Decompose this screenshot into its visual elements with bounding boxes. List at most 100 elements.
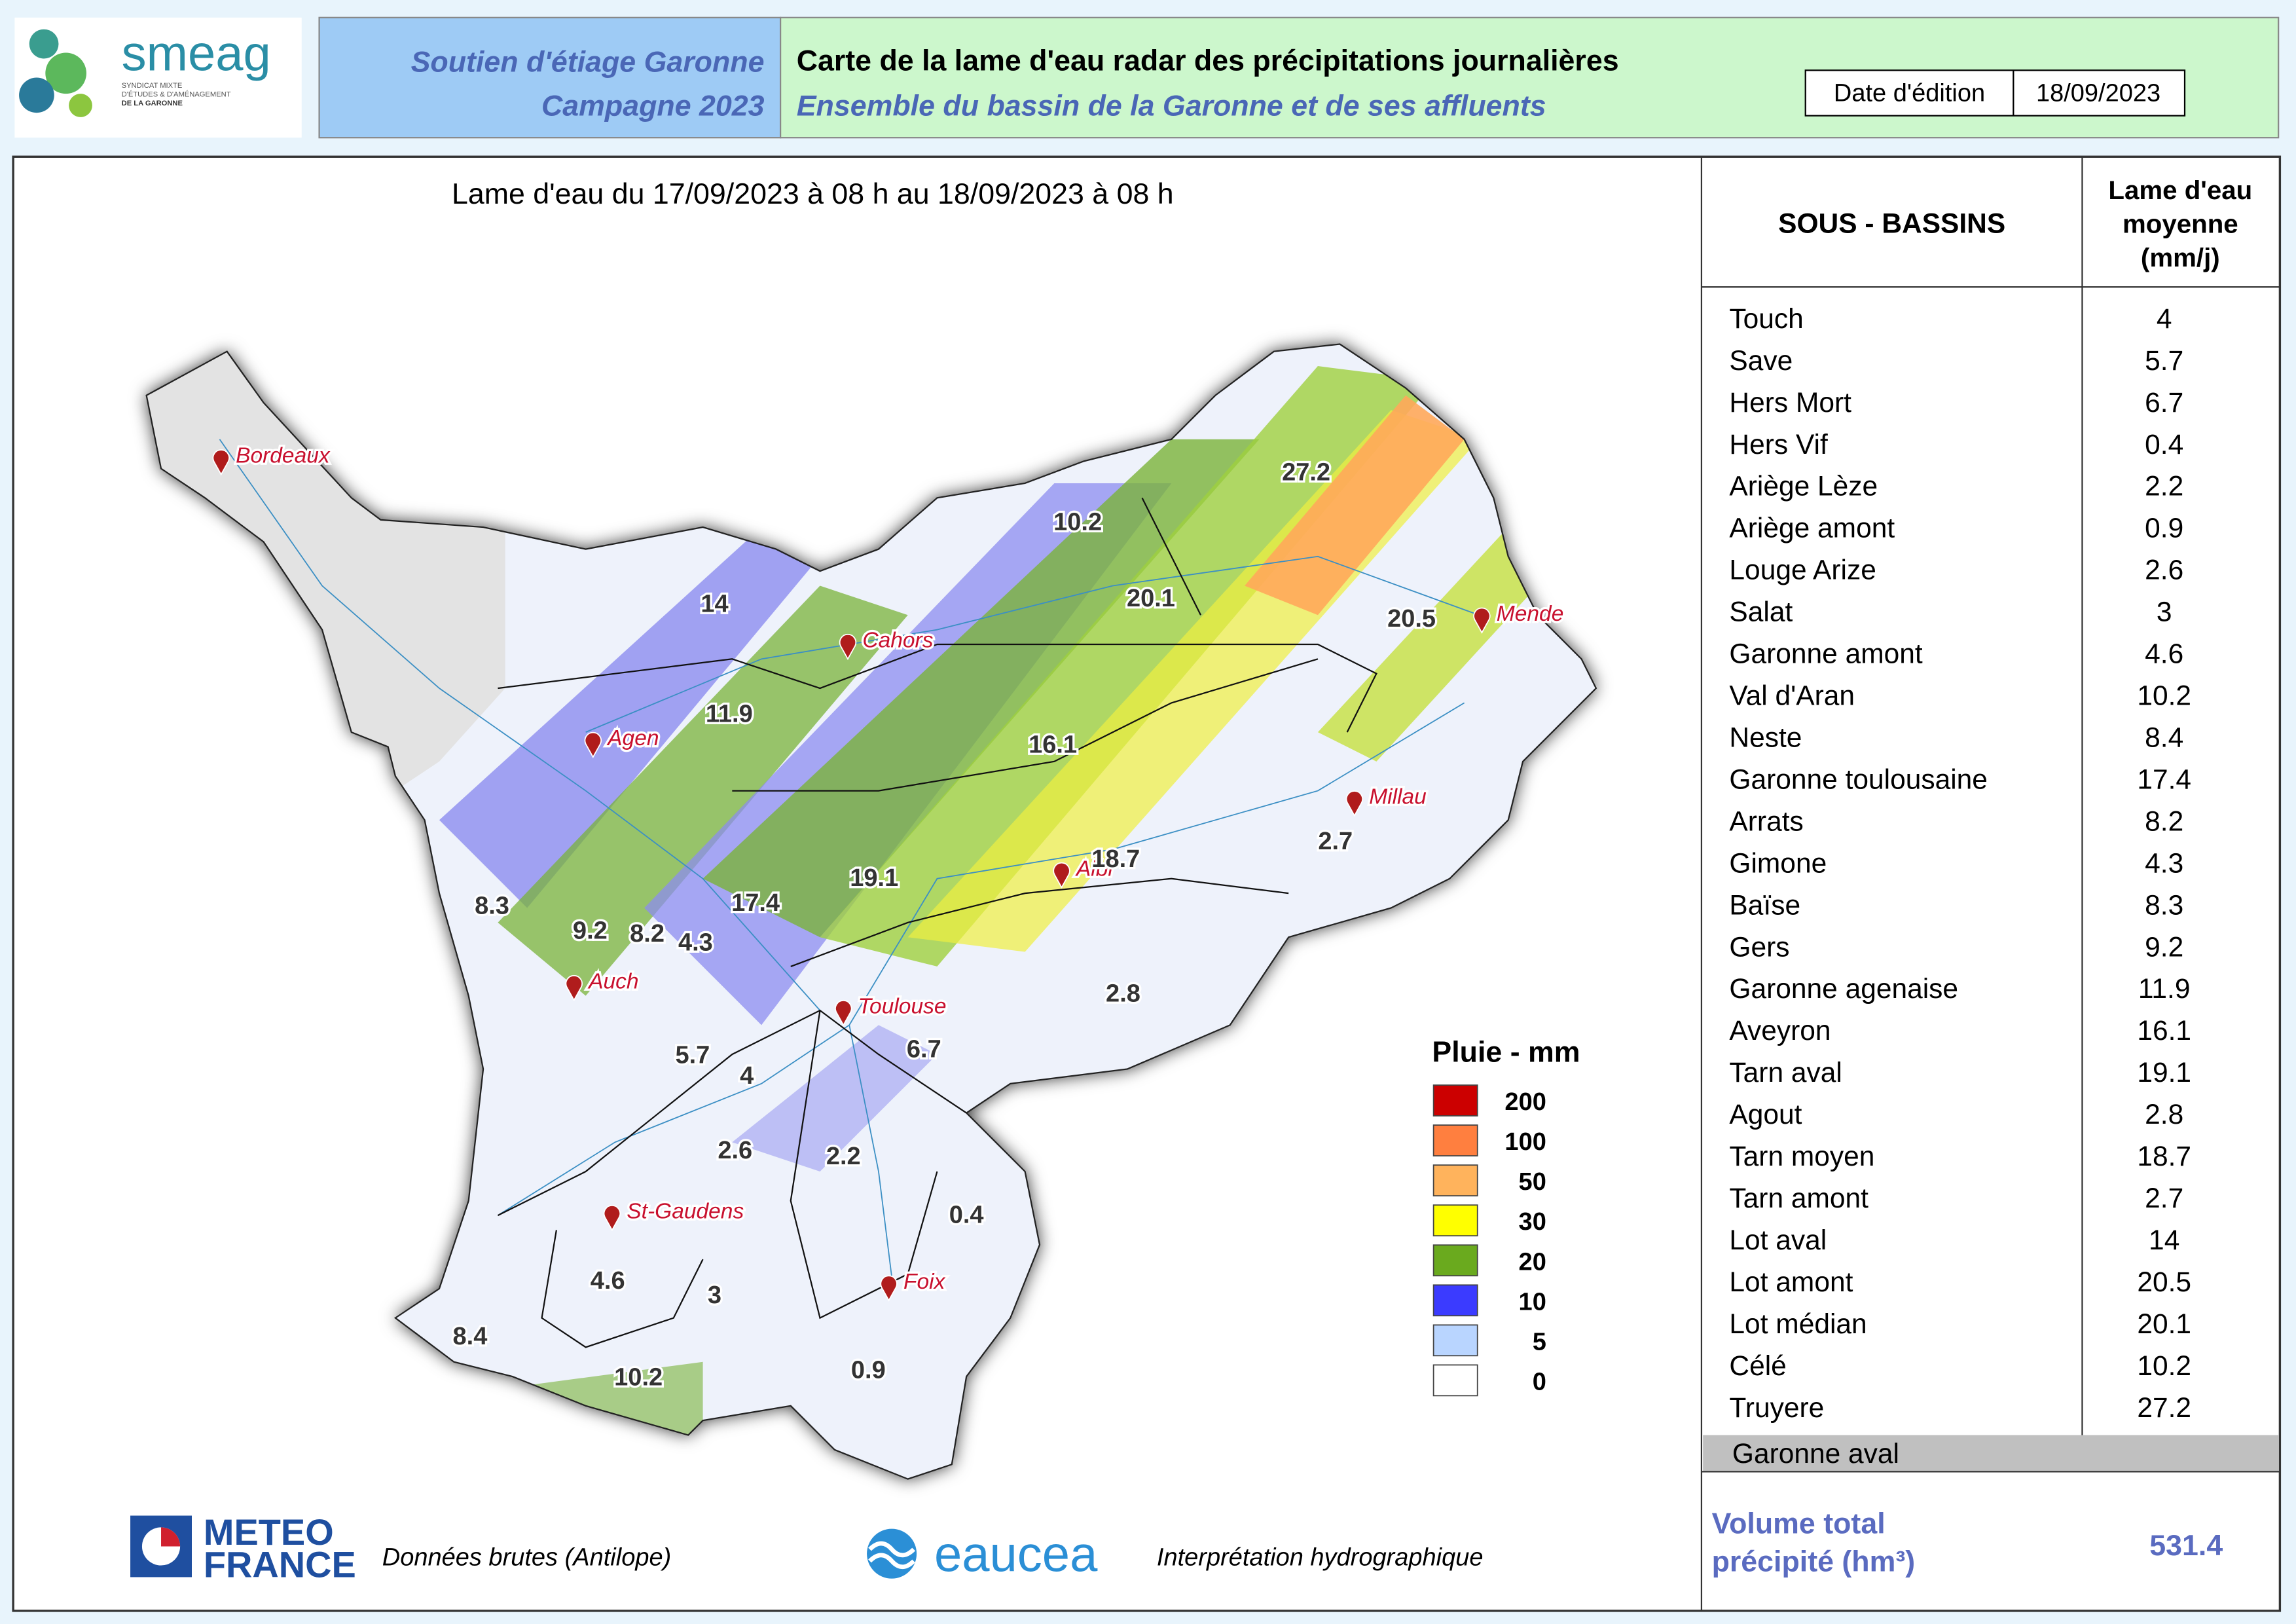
basin-value: 2.6 (718, 1137, 752, 1164)
basin-value: 10.2 (614, 1363, 663, 1391)
basin-mean: 18.7 (2137, 1141, 2191, 1172)
basin-name: Gimone (1729, 848, 1827, 879)
river (848, 1025, 894, 1289)
city-marker (839, 633, 857, 661)
city-name: St-Gaudens (627, 1200, 744, 1224)
basin-mean: 0.4 (2145, 430, 2183, 460)
basin-name: Gers (1729, 932, 1789, 963)
sub-basin-line (790, 877, 1289, 967)
subtitle: Ensemble du bassin de la Garonne et de s… (797, 90, 1546, 122)
basin-mean: 27.2 (2137, 1393, 2191, 1424)
basin-mean: 20.1 (2137, 1309, 2191, 1340)
basin-name: Val d'Aran (1729, 681, 1855, 712)
sub-basin-line (732, 658, 1319, 792)
org-sub: SYNDICAT MIXTE (122, 82, 183, 90)
eaucea-logo-wave (868, 1541, 916, 1558)
basin-value: 20.5 (1387, 605, 1436, 633)
legend-swatch (1432, 1124, 1478, 1156)
date: 18/09/2023 (2036, 79, 2160, 107)
meteo-logo-mark (161, 1527, 181, 1547)
basin-mean: 2.8 (2145, 1099, 2183, 1130)
basin-mean: 4 (2157, 304, 2172, 335)
legend-label: 100 (1504, 1128, 1546, 1156)
date-label: Date d'édition (1834, 79, 1985, 107)
basin-value: 8.2 (630, 920, 665, 948)
basin-name: Célé (1729, 1351, 1786, 1382)
basin-name: Neste (1729, 722, 1802, 753)
org-name: smeag (122, 26, 271, 81)
city-name: Albi (1075, 857, 1114, 881)
basin-name: Ariège amont (1729, 513, 1895, 544)
logo-dot (69, 94, 92, 117)
basin-value: 3 (708, 1282, 721, 1309)
basin-name: Lot aval (1729, 1225, 1827, 1256)
basin-name: Hers Vif (1729, 430, 1828, 460)
city-name: Auch (587, 969, 638, 993)
basin-value: 16.1 (1029, 731, 1077, 758)
basin-mean: 20.5 (2137, 1267, 2191, 1298)
basin-value: 2.7 (1318, 828, 1353, 855)
legend-label: 200 (1504, 1088, 1546, 1116)
basin-mean: 8.2 (2145, 806, 2183, 837)
river (497, 1024, 850, 1216)
meteo-name: METEO (204, 1511, 334, 1553)
org-sub: DE LA GARONNE (122, 100, 183, 107)
rain-band (820, 366, 1435, 967)
basin-value: 20.1 (1127, 585, 1175, 612)
basin-mean: 14 (2149, 1225, 2179, 1256)
basin-mean: 9.2 (2145, 932, 2183, 963)
city-marker (1473, 607, 1491, 634)
basin-name: Lot amont (1729, 1267, 1853, 1298)
basin-value: 14 (701, 591, 728, 618)
program: Soutien d'étiage Garonne (411, 46, 765, 79)
volume-label: Volume total (1712, 1507, 1886, 1540)
basin-mean: 6.7 (2145, 388, 2183, 418)
basin-mean: 4.3 (2145, 848, 2183, 879)
basin-value: 2.2 (826, 1143, 861, 1170)
table-gray-row (1703, 1435, 2279, 1472)
table-header: SOUS - BASSINS (1778, 209, 2005, 240)
basin-name: Tarn amont (1729, 1183, 1868, 1214)
basin-name: Garonne aval (1732, 1439, 1899, 1469)
basin-value: 19.1 (850, 864, 898, 892)
basin-value: 10.2 (1053, 509, 1102, 536)
basin-name: Hers Mort (1729, 388, 1851, 418)
basin-value: 9.2 (573, 917, 608, 944)
legend-label: 30 (1519, 1208, 1546, 1236)
legend-swatch (1432, 1084, 1478, 1116)
city-marker (584, 731, 602, 758)
basin-mean: 0.9 (2145, 513, 2183, 544)
legend-label: 10 (1519, 1288, 1546, 1316)
legend-label: 50 (1519, 1168, 1546, 1196)
map-title: Lame d'eau du 17/09/2023 à 08 h au 18/09… (452, 178, 1174, 210)
eaucea-logo-wave (868, 1553, 916, 1570)
basin-value: 27.2 (1282, 458, 1330, 486)
basin-mean: 19.1 (2137, 1058, 2191, 1088)
city-marker (1053, 862, 1070, 889)
basin-name: Aveyron (1729, 1016, 1831, 1046)
city-name: Cahors (862, 628, 933, 652)
logo-dot (19, 77, 54, 113)
volume-label: précipité (hm³) (1712, 1545, 1916, 1578)
river (848, 702, 1465, 1025)
basin-mean: 16.1 (2137, 1016, 2191, 1046)
rain-band (702, 439, 1260, 938)
basin-value: 4 (740, 1062, 754, 1090)
basin-name: Truyere (1729, 1393, 1824, 1424)
basin-mean: 10.2 (2137, 681, 2191, 712)
legend-label: 20 (1519, 1248, 1546, 1276)
table-header: (mm/j) (2141, 243, 2220, 272)
legend-swatch (1432, 1364, 1478, 1397)
basin-mean: 3 (2157, 597, 2172, 628)
city-name: Bordeaux (236, 444, 331, 468)
river (585, 555, 1480, 733)
basin-mean: 17.4 (2137, 764, 2191, 795)
legend-swatch (1432, 1324, 1478, 1357)
table-header: moyenne (2123, 210, 2238, 239)
basin-value: 11.9 (706, 700, 753, 728)
sub-basin-lines (497, 497, 1377, 1348)
basin-value: 4.6 (591, 1267, 625, 1295)
basin-labels: 27.2 10.2 20.1 14 20.5 11.9 16.1 8.3 9.2 8.2 4.3 17… (450, 456, 1438, 1393)
